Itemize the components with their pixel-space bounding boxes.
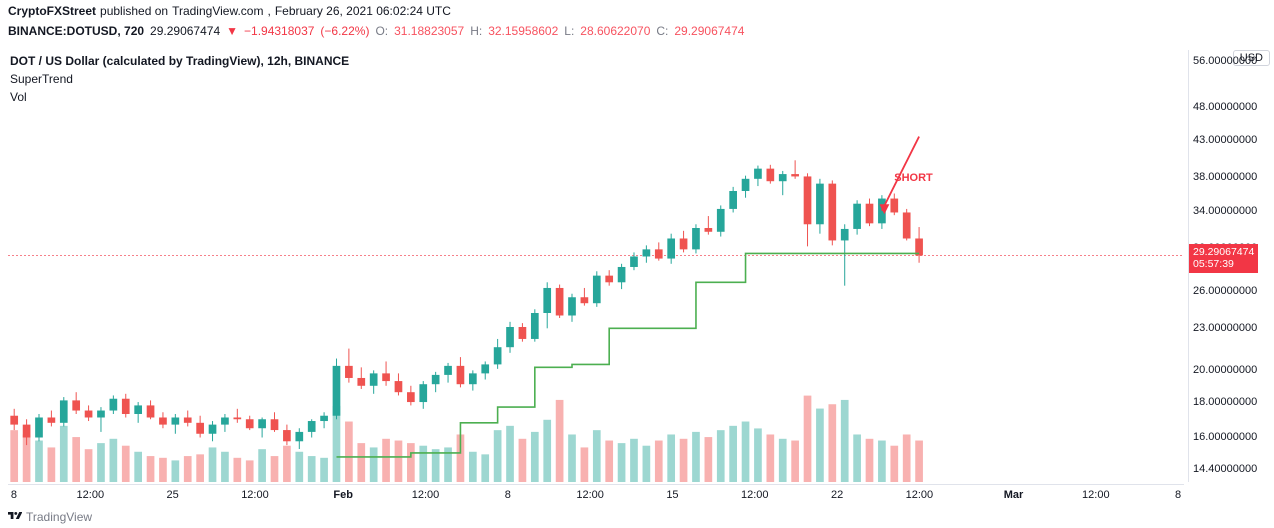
y-tick-label: 48.00000000 xyxy=(1193,101,1257,113)
chart-area[interactable]: SHORT xyxy=(8,50,1184,482)
y-tick-label: 20.00000000 xyxy=(1193,364,1257,376)
symbol-info-row: BINANCE:DOTUSD, 720 29.29067474 ▼ −1.943… xyxy=(0,22,1274,40)
trend-down-icon: ▼ xyxy=(226,24,238,38)
y-tick-label: 18.00000000 xyxy=(1193,396,1257,408)
x-tick-label: 12:00 xyxy=(741,489,769,501)
y-axis[interactable]: USD 56.0000000048.0000000043.0000000038.… xyxy=(1188,50,1274,482)
ohlc-open: 31.18823057 xyxy=(394,24,464,38)
price-change-pct: (−6.22%) xyxy=(320,24,369,38)
x-axis[interactable]: 8 12:00 25 12:00 Feb 12:00 8 12:00 15 12:00 22 12:0… xyxy=(8,484,1184,504)
y-tick-label: 16.00000000 xyxy=(1193,431,1257,443)
ohlc-low: 28.60622070 xyxy=(580,24,650,38)
x-tick-label: 12:00 xyxy=(412,489,440,501)
publish-header: CryptoFXStreet published on TradingView.… xyxy=(0,0,1274,22)
y-tick-label: 23.00000000 xyxy=(1193,322,1257,334)
symbol-label: BINANCE:DOTUSD, 720 xyxy=(8,24,144,38)
x-tick-label: 8 xyxy=(1175,489,1181,501)
x-tick-label: Feb xyxy=(333,489,353,501)
x-tick-label: 12:00 xyxy=(1082,489,1110,501)
current-price-label: 29.2906747405:57:39 xyxy=(1189,244,1258,273)
x-tick-label: 15 xyxy=(666,489,678,501)
svg-text:SHORT: SHORT xyxy=(894,172,933,184)
x-tick-label: 12:00 xyxy=(241,489,269,501)
last-price: 29.29067474 xyxy=(150,24,220,38)
y-tick-label: 56.00000000 xyxy=(1193,55,1257,67)
x-tick-label: 25 xyxy=(167,489,179,501)
x-tick-label: 12:00 xyxy=(77,489,105,501)
y-tick-label: 34.00000000 xyxy=(1193,205,1257,217)
price-chart: SHORT xyxy=(8,50,1184,482)
x-tick-label: Mar xyxy=(1004,489,1024,501)
x-tick-label: 12:00 xyxy=(906,489,934,501)
ohlc-high: 32.15958602 xyxy=(488,24,558,38)
ohlc-close: 29.29067474 xyxy=(674,24,744,38)
x-tick-label: 8 xyxy=(505,489,511,501)
y-tick-label: 14.40000000 xyxy=(1193,463,1257,475)
x-tick-label: 22 xyxy=(831,489,843,501)
tradingview-icon xyxy=(8,510,22,524)
publish-timestamp: February 26, 2021 06:02:24 UTC xyxy=(275,4,451,18)
y-tick-label: 26.00000000 xyxy=(1193,285,1257,297)
y-tick-label: 38.00000000 xyxy=(1193,171,1257,183)
x-tick-label: 12:00 xyxy=(576,489,604,501)
x-tick-label: 8 xyxy=(11,489,17,501)
published-on-text: published on xyxy=(100,4,168,18)
publisher-name: CryptoFXStreet xyxy=(8,4,96,18)
tradingview-logo: TradingView xyxy=(8,510,92,524)
price-change: −1.94318037 xyxy=(244,24,314,38)
y-tick-label: 43.00000000 xyxy=(1193,134,1257,146)
site-name: TradingView.com xyxy=(172,4,263,18)
